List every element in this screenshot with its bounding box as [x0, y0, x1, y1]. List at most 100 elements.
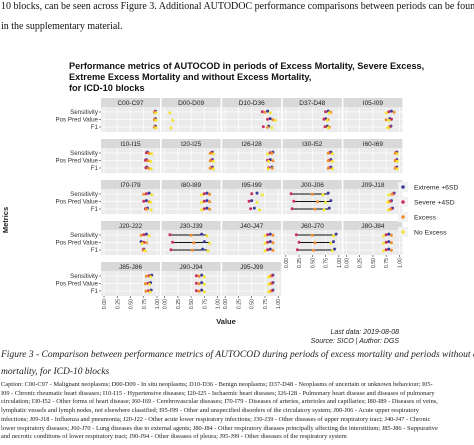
block-legend-line-2: I09 - Chronic rheumatic heart diseases; … [1, 389, 435, 397]
facet-strip [282, 221, 342, 230]
facet-panel: J40-J47 [222, 221, 282, 255]
block-legend-line-6: lower respiratory diseases; J60-J70 - Lu… [1, 424, 438, 432]
data-point [384, 233, 388, 237]
facet-strip [222, 98, 282, 107]
block-legend-line-7: and necrotic conditions of lower respira… [1, 433, 347, 441]
data-point [389, 109, 393, 113]
chart-title-line-1: Performance metrics of AUTOCOD in period… [69, 61, 424, 71]
data-point [148, 282, 152, 286]
data-point [149, 159, 153, 163]
facet-panel: D37-D48 [282, 98, 342, 132]
facet-strip [222, 221, 282, 230]
facet-strip [222, 262, 282, 271]
data-point [255, 191, 259, 195]
data-point [200, 288, 204, 292]
data-point [154, 111, 158, 115]
facet-panel: J95-J99 [222, 262, 282, 296]
data-point [330, 159, 334, 163]
data-point [290, 207, 294, 211]
facet-strip [282, 180, 342, 189]
block-legend-line-4: lymphatic vessels and lymph nodes, not e… [1, 407, 419, 415]
x-tick-label: 0.00 [284, 258, 290, 268]
facet-strip [101, 180, 160, 189]
data-point [329, 199, 333, 203]
legend-item: Excess [398, 212, 437, 222]
data-point [140, 241, 144, 245]
data-point [201, 247, 205, 251]
data-point [271, 248, 275, 252]
legend-label: Severe +4SD [414, 200, 455, 207]
facet-strip [222, 180, 282, 189]
data-point [389, 233, 393, 237]
facet-label: I10-I15 [120, 141, 141, 148]
facet-strip [343, 139, 403, 148]
facet-label: J40-J47 [240, 223, 264, 230]
x-tick-label: 0.75 [263, 299, 269, 309]
data-point [208, 151, 212, 155]
facet-strip [222, 139, 282, 148]
x-tick-label: 0.75 [202, 299, 208, 309]
data-point [267, 282, 271, 286]
x-axis-label: Value [216, 317, 236, 326]
data-point [263, 110, 267, 114]
data-point [266, 248, 270, 252]
facet-panel: I30-I52 [282, 139, 342, 173]
y-axis-label: Metrics [1, 207, 10, 233]
data-point [211, 159, 215, 163]
data-point [324, 200, 328, 204]
data-point [252, 206, 256, 210]
data-point [323, 125, 327, 129]
intro-line-1: 10 blocks, can be seen across Figure 3. … [1, 1, 474, 12]
data-point [389, 241, 393, 245]
facet-label: D00-D09 [178, 100, 204, 107]
data-point [268, 117, 272, 121]
facet-panel: J00-J06 [282, 180, 342, 214]
y-tick-label: Pos Pred Value [55, 117, 98, 124]
data-point [202, 275, 206, 279]
facet-strip [282, 98, 342, 107]
data-point [266, 117, 270, 121]
data-point [324, 110, 328, 114]
facet-label: I80-I89 [181, 182, 202, 189]
chart-title-line-3: for ICD-10 blocks [69, 83, 145, 93]
data-point [144, 151, 148, 155]
facet-panel: D10-D36 [222, 98, 282, 132]
y-tick-label: Pos Pred Value [55, 240, 98, 247]
data-point [154, 126, 158, 130]
data-point [266, 167, 270, 171]
x-tick-label: 0.50 [189, 299, 195, 309]
facet-label: J80-J84 [361, 223, 385, 230]
data-point [316, 200, 320, 204]
data-point [200, 273, 204, 277]
data-point [147, 166, 151, 170]
facet-label: I20-I25 [181, 141, 202, 148]
data-point [267, 275, 271, 279]
data-point [387, 247, 391, 251]
data-point [297, 240, 301, 244]
data-point [268, 232, 272, 236]
data-point [197, 282, 201, 286]
data-point [205, 206, 209, 210]
x-tick-label: 1.00 [337, 258, 343, 268]
facet-strip [161, 262, 221, 271]
data-point [333, 247, 337, 251]
data-point [310, 233, 314, 237]
facet-panel: J09-J18 [343, 180, 403, 214]
data-point [147, 151, 151, 155]
data-point [326, 126, 330, 130]
facet-label: J95-J99 [240, 264, 264, 271]
y-tick-label: Sensitivity [70, 191, 99, 198]
data-point [255, 200, 259, 204]
data-point [311, 248, 315, 252]
legend-item: Severe +4SD [398, 197, 455, 207]
block-legend-line-3: circulation; I30-I52 - Other forms of he… [1, 398, 438, 406]
data-point [267, 290, 271, 294]
facet-panel: J90-J94 [161, 262, 221, 296]
data-point [189, 233, 193, 237]
x-tick-label: 0.75 [384, 258, 390, 268]
legend-label: Excess [414, 215, 437, 222]
facet-strip [101, 221, 160, 230]
x-tick-label: 0.25 [176, 299, 182, 309]
data-point [395, 167, 399, 171]
